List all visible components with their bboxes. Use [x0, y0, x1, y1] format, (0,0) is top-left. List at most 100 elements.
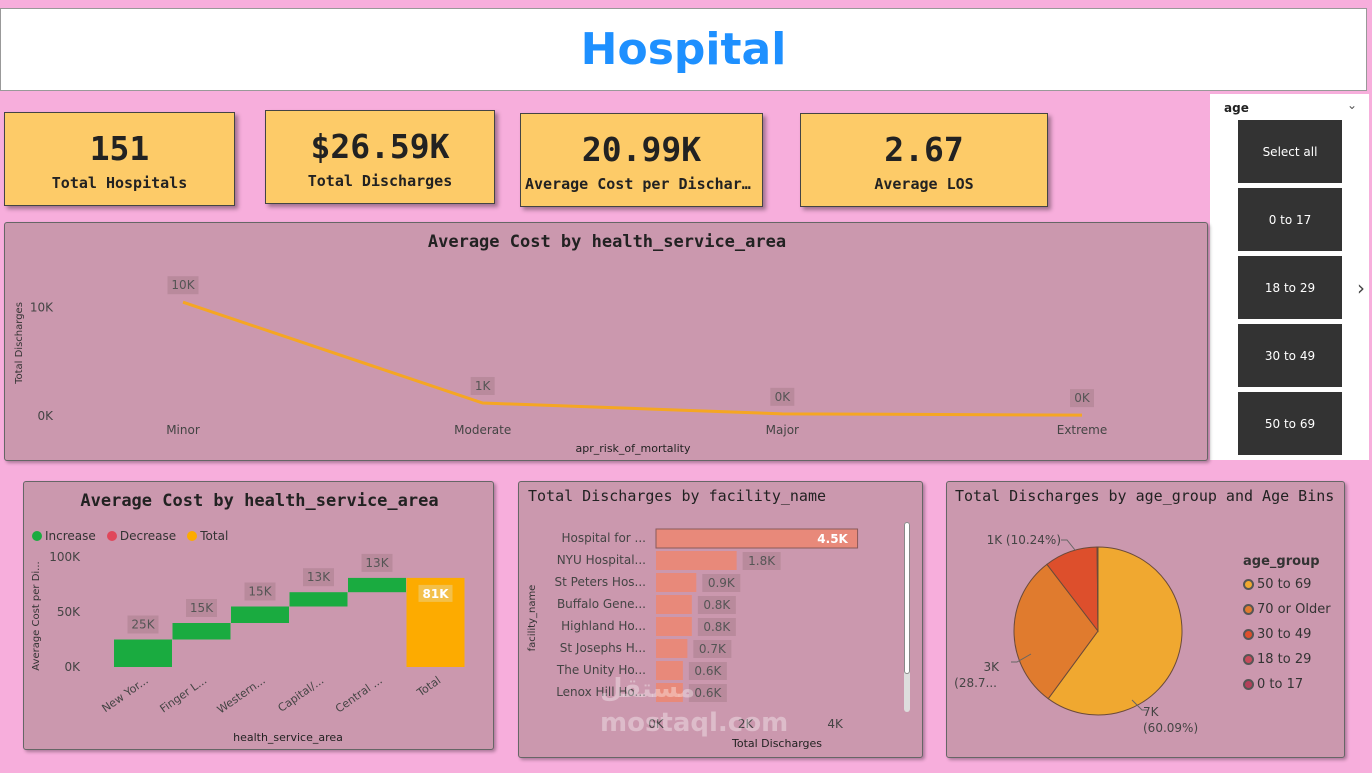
data-label: 0.7K: [699, 642, 727, 656]
waterfall-bar: [289, 592, 348, 607]
slicer-option[interactable]: 30 to 49: [1238, 324, 1342, 387]
chart-legend: Increase Decrease Total: [32, 526, 234, 545]
kpi-value: $26.59K: [310, 127, 450, 166]
y-axis-title: facility_name: [527, 585, 538, 652]
slicer-option[interactable]: 18 to 29: [1238, 256, 1342, 319]
chart-title: Total Discharges by facility_name: [528, 487, 827, 505]
data-label-bg: [1070, 389, 1094, 408]
legend-item[interactable]: 0 to 17: [1243, 677, 1331, 692]
kpi-label: Total Discharges: [307, 172, 453, 190]
data-label-bg: [418, 584, 453, 602]
leader-line: [1131, 699, 1147, 711]
y-axis-title: Total Discharges: [14, 302, 25, 385]
data-label-bg: [693, 640, 732, 658]
data-label-bg: [244, 582, 276, 601]
leader-line: [1011, 653, 1032, 663]
kpi-card-total-hospitals[interactable]: 151 Total Hospitals: [4, 112, 235, 206]
x-axis-title: Total Discharges: [731, 737, 822, 750]
waterfall-bar: [114, 639, 172, 667]
data-label: 1K (10.24%): [987, 533, 1061, 547]
x-tick-label: Minor: [166, 423, 200, 437]
x-tick-label: 0K: [648, 717, 665, 731]
chart-title: Average Cost by health_service_area: [427, 232, 787, 252]
data-label: 7K: [1143, 705, 1160, 719]
data-label: 15K: [190, 601, 214, 615]
data-label: 0.8K: [703, 620, 731, 634]
header-bar: Hospital: [0, 8, 1367, 91]
kpi-label: Average LOS: [874, 175, 974, 193]
pie-slice: [1047, 546, 1183, 716]
legend-item[interactable]: 30 to 49: [1243, 627, 1331, 642]
page-title: Hospital: [580, 24, 787, 75]
legend-label: 30 to 49: [1257, 627, 1312, 642]
legend-label: 0 to 17: [1257, 677, 1304, 692]
legend-item-decrease[interactable]: Decrease: [106, 529, 177, 543]
y-tick-label: Hospital for ...: [561, 531, 646, 545]
x-tick-label: Moderate: [454, 423, 511, 437]
data-label: 0K: [1074, 391, 1091, 405]
line-chart-panel: Average Cost by health_service_area 0K 10…: [4, 222, 1208, 461]
x-axis-title: apr_risk_of_mortality: [576, 442, 691, 455]
y-tick-label: 50K: [57, 605, 81, 619]
slicer-option[interactable]: 50 to 69: [1238, 392, 1342, 455]
legend-item[interactable]: 18 to 29: [1243, 652, 1331, 667]
facility-bar: [655, 528, 859, 549]
legend-item[interactable]: 70 or Older: [1243, 602, 1331, 617]
kpi-card-average-los[interactable]: 2.67 Average LOS: [800, 113, 1048, 207]
data-label-bg: [303, 568, 334, 587]
age-slicer[interactable]: age ⌄ Select all 0 to 17 18 to 29 30 to …: [1210, 94, 1369, 460]
x-axis-title: health_service_area: [233, 731, 343, 744]
data-label-bg: [697, 596, 736, 614]
facility-bar: [656, 661, 683, 680]
leader-line: [1061, 539, 1076, 551]
chart-title: Average Cost by health_service_area: [80, 491, 439, 511]
legend-item-total[interactable]: Total: [187, 529, 228, 543]
y-tick-label: 0K: [37, 409, 54, 423]
data-label-bg: [470, 376, 495, 395]
waterfall-chart-panel: Average Cost by health_service_area Incr…: [23, 481, 494, 750]
legend-label: Decrease: [119, 529, 177, 543]
y-tick-label: Highland Ho...: [561, 619, 646, 633]
slicer-title: age: [1224, 101, 1249, 115]
x-tick-label: Major: [766, 423, 799, 437]
y-axis-title: Average Cost per Di...: [31, 561, 42, 670]
data-label-bg: [688, 662, 727, 680]
x-tick-label: Finger L...: [158, 674, 210, 716]
chevron-right-icon[interactable]: ›: [1357, 276, 1365, 300]
data-label: 4.5K: [817, 532, 848, 546]
scrollbar-thumb[interactable]: [904, 522, 910, 674]
data-label: (28.7...: [954, 676, 997, 690]
slicer-option[interactable]: 0 to 17: [1238, 188, 1342, 251]
legend-item[interactable]: 50 to 69: [1243, 577, 1331, 592]
kpi-card-average-cost[interactable]: 20.99K Average Cost per Dischar...: [520, 113, 763, 207]
data-label: 25K: [131, 618, 155, 632]
data-label: 81K: [423, 587, 450, 601]
y-tick-label: Lenox Hill Ho...: [556, 685, 646, 699]
kpi-value: 2.67: [884, 130, 964, 169]
chevron-down-icon[interactable]: ⌄: [1346, 98, 1357, 112]
facility-bar-chart: Hospital for ... 4.5K NYU Hospital... 1.8K S…: [527, 528, 859, 750]
x-tick-label: Total: [414, 674, 443, 700]
waterfall-bar: [348, 577, 406, 593]
data-label-bg: [770, 387, 795, 406]
slicer-option[interactable]: Select all: [1238, 120, 1342, 183]
legend-label: 70 or Older: [1257, 602, 1331, 617]
kpi-label: Average Cost per Dischar...: [525, 175, 762, 193]
data-label: 0K: [775, 390, 792, 404]
legend-label: 18 to 29: [1257, 652, 1312, 667]
data-label-bg: [697, 618, 736, 636]
x-tick-label: Western...: [215, 674, 268, 717]
line-chart: 0K 10K Total Discharges 10K Minor 1K Moderate 0…: [14, 276, 1107, 455]
legend-item-increase[interactable]: Increase: [32, 529, 96, 543]
y-tick-label: Buffalo Gene...: [557, 597, 646, 611]
x-tick-label: Central ...: [333, 674, 385, 716]
y-tick-label: The Unity Ho...: [556, 663, 646, 677]
age-pie-chart: 7K (60.09%) 3K (28.7... 1K (10.24%): [954, 533, 1198, 735]
waterfall-bar: [172, 623, 231, 640]
bar-chart-panel: Total Discharges by facility_name Hospit…: [518, 481, 923, 758]
x-tick-label: New Yor...: [99, 674, 150, 715]
kpi-card-total-discharges[interactable]: $26.59K Total Discharges: [265, 110, 495, 204]
pie-legend: age_group 50 to 69 70 or Older 30 to 49 …: [1243, 554, 1331, 702]
chart-scrollbar[interactable]: [904, 522, 910, 712]
kpi-value: 151: [89, 129, 150, 168]
